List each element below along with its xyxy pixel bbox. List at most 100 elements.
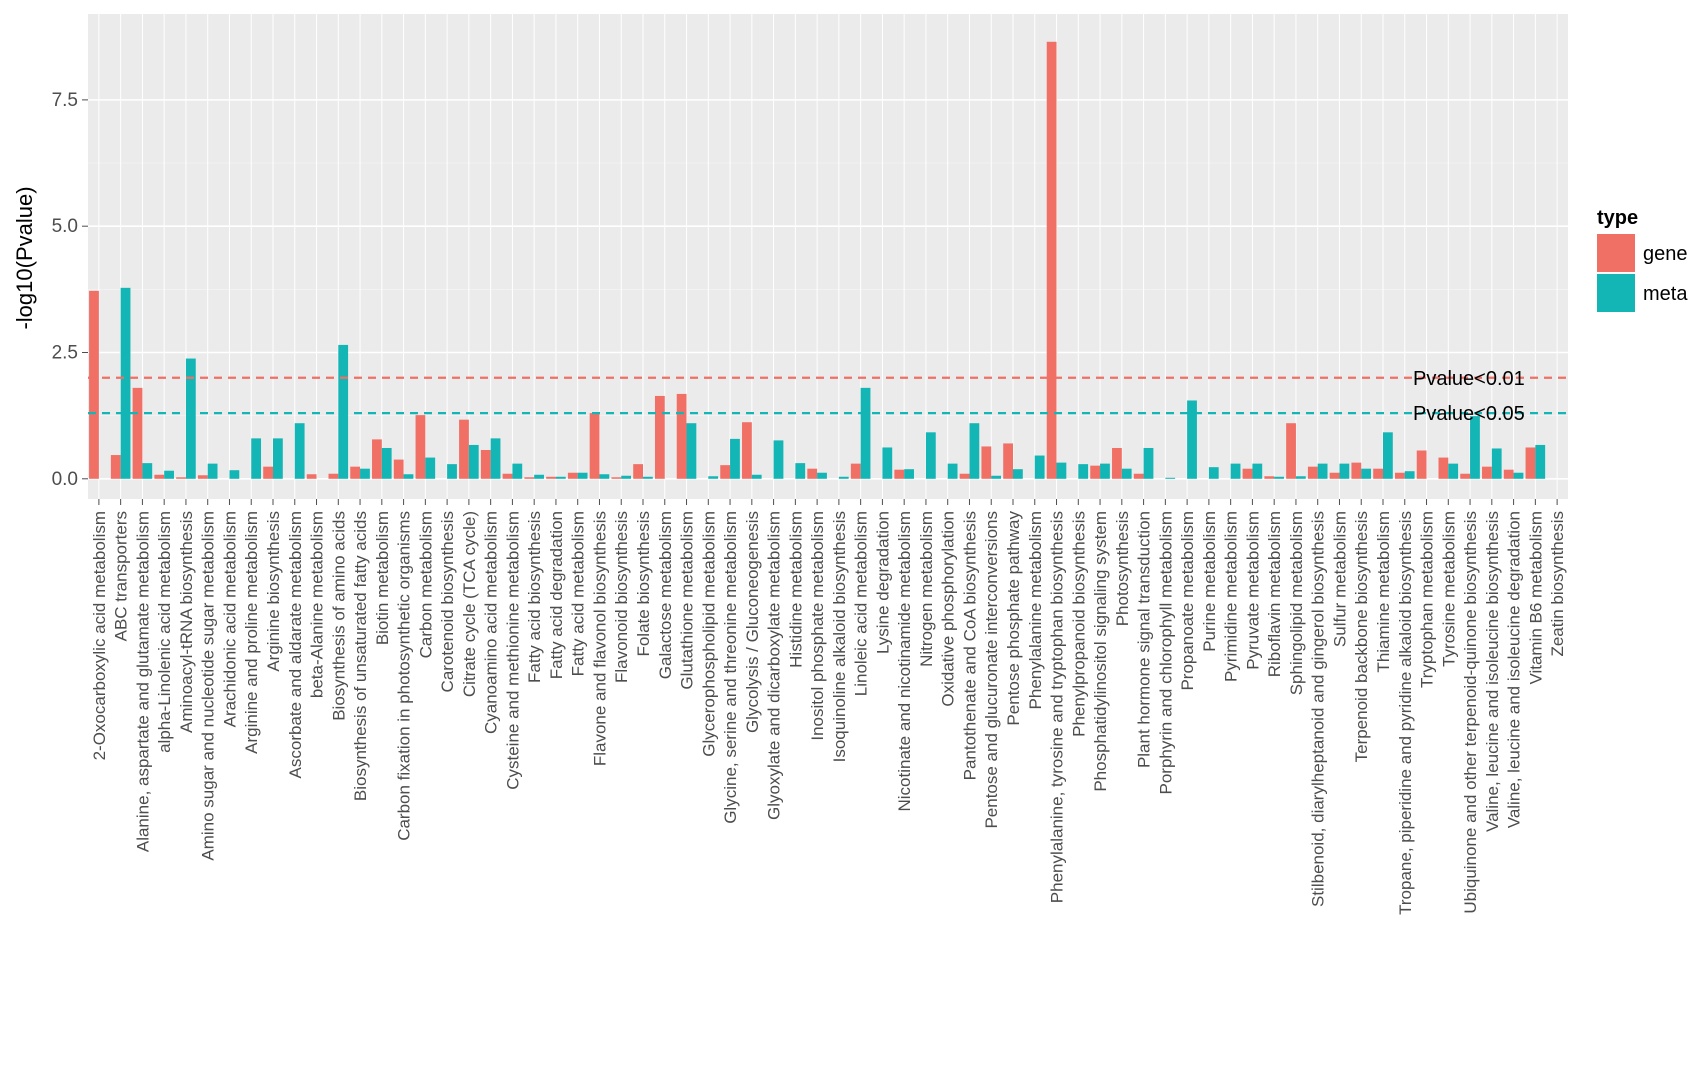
x-tick-label: Glycolysis / Gluconeogenesis <box>743 511 762 733</box>
bar-gene <box>807 469 817 479</box>
x-tick-label: ABC transporters <box>112 511 131 641</box>
bar-gene <box>524 477 534 479</box>
bar-gene <box>1308 467 1318 479</box>
bar-gene <box>633 464 643 479</box>
bar-meta <box>164 471 174 479</box>
bar-meta <box>1078 464 1088 479</box>
bar-gene <box>372 439 382 478</box>
bar-gene <box>851 464 861 479</box>
bar-gene <box>1482 467 1492 479</box>
bar-meta <box>621 476 631 479</box>
y-tick-label: 0.0 <box>52 469 78 490</box>
bar-gene <box>720 465 730 479</box>
bar-gene <box>1243 469 1253 479</box>
bar-meta <box>817 473 827 479</box>
bar-meta <box>1448 464 1458 479</box>
bar-gene <box>1330 473 1340 479</box>
y-tick-label: 5.0 <box>52 216 78 237</box>
bar-gene <box>481 450 491 479</box>
x-tick-label: Nitrogen metabolism <box>917 511 936 667</box>
x-tick-label: Riboflavin metabolism <box>1265 511 1284 677</box>
bar-meta <box>1252 464 1262 479</box>
bar-gene <box>394 460 404 479</box>
bar-meta <box>948 464 958 479</box>
x-tick-label: Zeatin biosynthesis <box>1548 511 1567 657</box>
bar-meta <box>1492 448 1502 478</box>
bar-meta <box>491 438 501 478</box>
bar-meta <box>382 448 392 479</box>
bar-gene <box>590 413 600 479</box>
bar-meta <box>251 438 261 478</box>
x-tick-label: Galactose metabolism <box>656 511 675 679</box>
x-tick-label: Folate biosynthesis <box>634 511 653 657</box>
bar-meta <box>730 439 740 479</box>
bar-meta <box>1165 478 1175 479</box>
x-tick-label: Fatty acid metabolism <box>569 511 588 676</box>
x-tick-label: Biosynthesis of unsaturated fatty acids <box>351 511 370 801</box>
bar-gene <box>1090 466 1100 479</box>
bar-gene <box>1264 476 1274 479</box>
x-tick-label: Phenylpropanoid biosynthesis <box>1069 511 1088 737</box>
bar-gene <box>546 477 556 479</box>
x-tick-label: Carbon metabolism <box>416 511 435 658</box>
bar-meta <box>861 388 871 479</box>
x-tick-label: Pyruvate metabolism <box>1243 511 1262 670</box>
x-tick-label: Stilbenoid, diarylheptanoid and gingerol… <box>1309 511 1328 907</box>
x-tick-label: Tryptophan metabolism <box>1418 511 1437 688</box>
bar-gene <box>611 477 621 479</box>
bar-meta <box>991 476 1001 479</box>
x-tick-label: Biosynthesis of amino acids <box>329 511 348 721</box>
x-tick-label: Flavonoid biosynthesis <box>612 511 631 683</box>
legend-label-meta: meta <box>1643 283 1688 305</box>
bar-gene <box>1134 474 1144 479</box>
bar-meta <box>643 477 653 479</box>
x-tick-label: Fatty acid biosynthesis <box>525 511 544 683</box>
bar-meta <box>469 445 479 479</box>
bar-meta <box>1122 469 1132 479</box>
x-tick-label: Plant hormone signal transduction <box>1135 511 1154 768</box>
bar-gene <box>1351 463 1361 479</box>
bar-meta <box>578 473 588 479</box>
legend-key-meta <box>1597 274 1635 312</box>
bar-meta <box>1296 476 1306 479</box>
bar-gene <box>742 422 752 479</box>
bar-gene <box>960 474 970 479</box>
bar-meta <box>1231 464 1241 479</box>
bar-meta <box>534 475 544 479</box>
x-tick-label: Vitamin B6 metabolism <box>1526 511 1545 685</box>
bar-gene <box>1439 458 1449 479</box>
x-tick-label: Linoleic acid metabolism <box>852 511 871 696</box>
bar-gene <box>503 474 513 479</box>
x-tick-label: Lysine degradation <box>873 511 892 654</box>
bar-meta <box>839 477 849 479</box>
x-tick-label: Histidine metabolism <box>786 511 805 668</box>
bar-meta <box>795 463 805 479</box>
x-tick-label: Amino sugar and nucleotide sugar metabol… <box>199 511 218 861</box>
x-tick-label: Terpenoid backbone biosynthesis <box>1352 511 1371 762</box>
bar-meta <box>1470 416 1480 479</box>
x-tick-label: Citrate cycle (TCA cycle) <box>460 511 479 697</box>
bar-meta <box>556 477 566 479</box>
bar-meta <box>425 458 435 479</box>
x-tick-label: Phosphatidylinositol signaling system <box>1091 511 1110 792</box>
bar-meta <box>882 447 892 478</box>
x-tick-label: Phenylalanine metabolism <box>1026 511 1045 709</box>
bar-meta <box>752 475 762 479</box>
x-tick-label: Glycerophospholipid metabolism <box>699 511 718 757</box>
bar-meta <box>1100 464 1110 479</box>
bar-gene <box>981 446 991 478</box>
bar-gene <box>133 388 143 479</box>
bar-meta <box>1057 463 1067 479</box>
x-tick-label: Sphingolipid metabolism <box>1287 511 1306 695</box>
bar-meta <box>969 423 979 479</box>
x-tick-label: Tropane, piperidine and pyridine alkaloi… <box>1396 511 1415 915</box>
x-tick-label: Glyoxylate and dicarboxylate metabolism <box>765 511 784 820</box>
x-tick-label: Isoquinoline alkaloid biosynthesis <box>830 511 849 762</box>
bar-meta <box>295 423 305 479</box>
bar-meta <box>512 464 522 479</box>
bar-meta <box>229 470 239 479</box>
bar-gene <box>350 467 360 479</box>
legend-key-gene <box>1597 234 1635 272</box>
